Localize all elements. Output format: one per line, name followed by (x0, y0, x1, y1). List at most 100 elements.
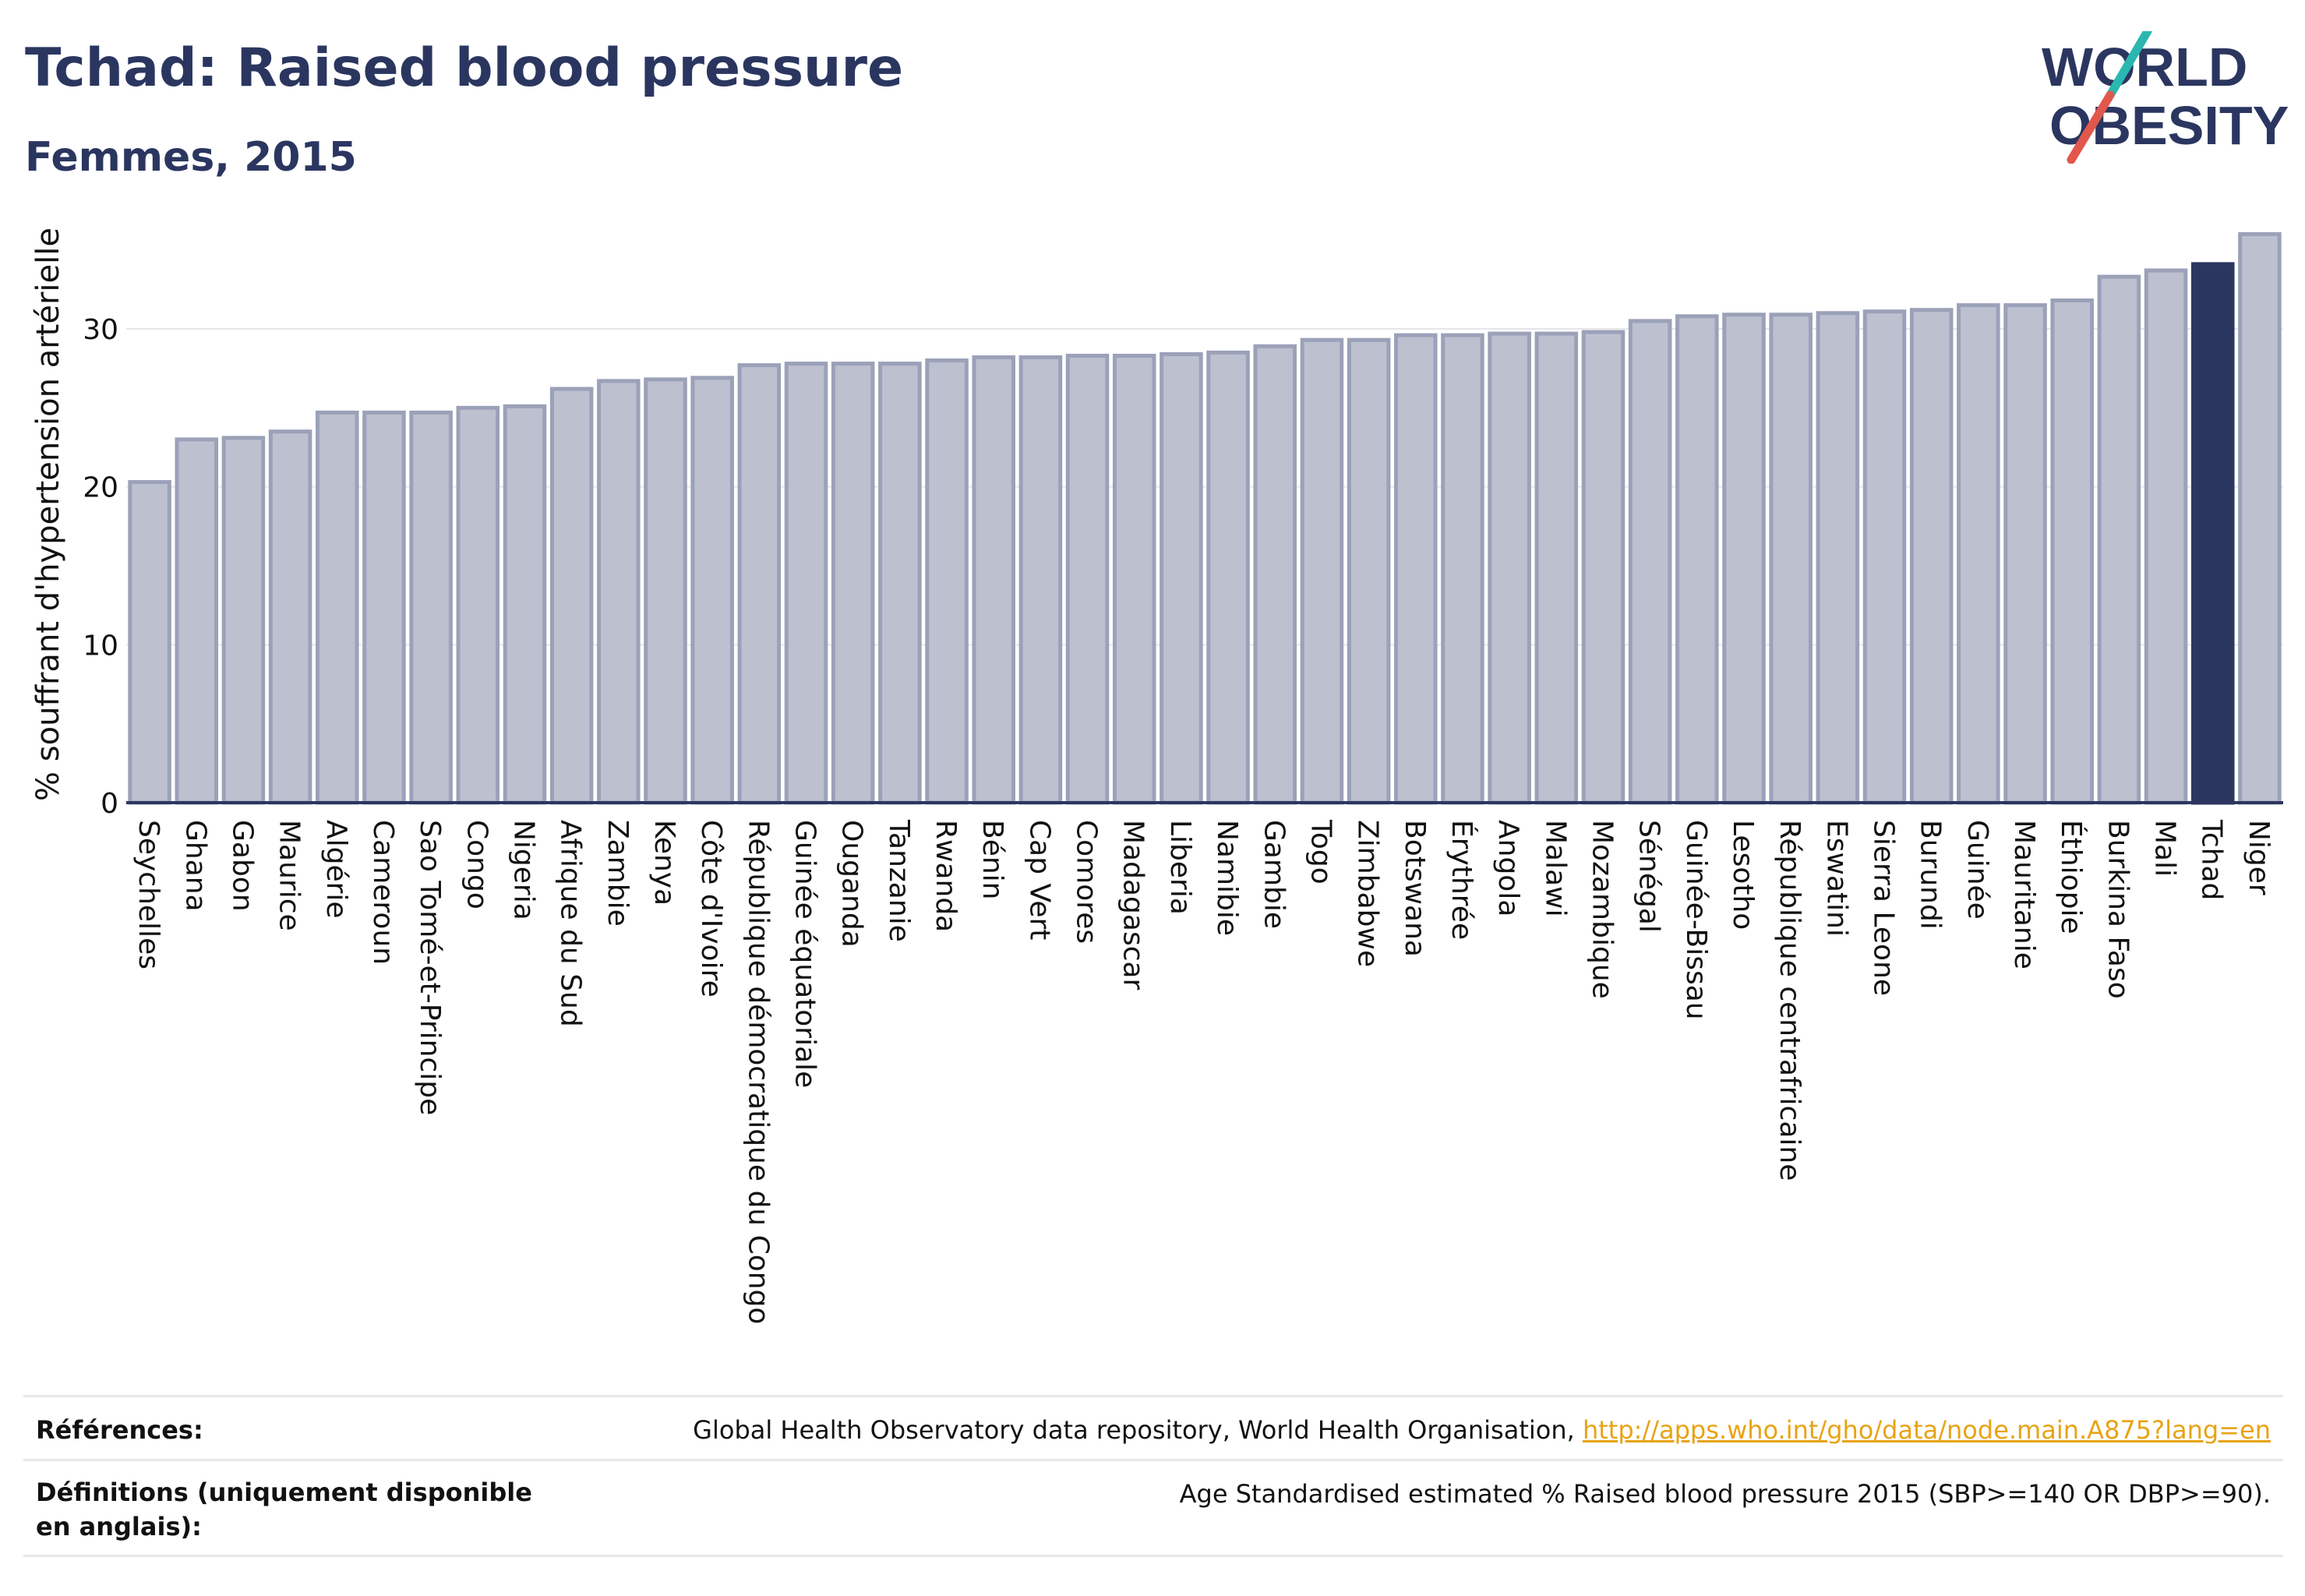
references-source: Global Health Observatory data repositor… (693, 1415, 1575, 1445)
bar-madagascar (1112, 353, 1156, 805)
bar--rythr-e (1441, 333, 1484, 805)
references-label: Références: (36, 1415, 203, 1445)
references-text: Global Health Observatory data repositor… (693, 1413, 2271, 1447)
x-tick-label: Ouganda (836, 820, 868, 948)
references-link[interactable]: http://apps.who.int/gho/data/node.main.A… (1582, 1415, 2271, 1445)
bar-burundi (1909, 308, 1954, 805)
bar-zimbabwe (1347, 337, 1391, 805)
bar-mozambique (1581, 330, 1626, 805)
x-tick-label: Cameroun (367, 820, 399, 965)
x-tick-label: Malawi (1539, 820, 1571, 917)
bar-maurice (268, 429, 312, 805)
bar--thiopie (2050, 298, 2094, 805)
bar-cap-vert (1018, 355, 1063, 805)
bar-mali (2144, 268, 2188, 805)
bar-congo (456, 405, 500, 805)
axis-layer: 0 10 20 30 (83, 314, 2283, 820)
bars-layer (128, 231, 2282, 805)
x-tick-label: Kenya (648, 820, 680, 906)
page-subtitle: Femmes, 2015 (25, 134, 357, 181)
x-tick-label: Mozambique (1586, 820, 1618, 999)
bar-gabon (221, 436, 266, 805)
x-tick-label: Gabon (226, 820, 258, 912)
bar-botswana (1394, 333, 1438, 805)
y-tick-label: 30 (83, 314, 118, 346)
definitions-label: Définitions (uniquement disponible en an… (36, 1478, 532, 1541)
bar-burkina-faso (2097, 274, 2141, 805)
bar-namibie (1206, 350, 1250, 805)
logo-slash-teal (2106, 31, 2152, 100)
bar-c-te-d-ivoire (690, 376, 734, 805)
bar-kenya (644, 377, 687, 805)
x-tick-label: République centrafricaine (1774, 820, 1806, 1181)
bar-tanzanie (878, 362, 922, 805)
x-tick-label: Algérie (320, 820, 352, 919)
bar-gambie (1253, 344, 1297, 805)
bar-guin-e (1957, 303, 2000, 805)
x-tick-label: Sierra Leone (1868, 820, 1900, 996)
x-tick-label: Guinée équatoriale (789, 820, 821, 1088)
y-tick-label: 0 (101, 788, 118, 820)
x-tick-label: Liberia (1164, 820, 1196, 915)
x-tick-label: Érythrée (1445, 820, 1478, 940)
bar-guin-e-bissau (1675, 314, 1719, 805)
x-tick-label: Ghana (179, 820, 211, 912)
x-tick-label: Maurice (274, 820, 305, 931)
x-tick-label: Cap Vert (1023, 820, 1055, 940)
x-tick-label: Zimbabwe (1352, 820, 1384, 967)
bar-rwanda (925, 358, 969, 805)
bar-guin-e-quatoriale (784, 362, 828, 805)
x-tick-label: Sénégal (1633, 820, 1665, 933)
x-tick-label: République démocratique du Congo (742, 820, 774, 1324)
x-tick-label: Togo (1304, 819, 1336, 885)
bar-cameroun (362, 410, 406, 805)
bar-chart: 0 10 20 30 Seychelles Ghana Gabon Maurice Algér… (30, 228, 2283, 1324)
x-tick-label: Gambie (1258, 820, 1290, 929)
x-tick-label: Comores (1071, 820, 1103, 944)
x-tick-label: Tanzanie (883, 819, 915, 942)
bar-afrique-du-sud (549, 387, 594, 805)
definitions-row: Définitions (uniquement disponible en an… (23, 1459, 2283, 1557)
x-tick-label: Sao Tomé-et-Principe (414, 820, 446, 1115)
x-tick-label: Tchad (2196, 819, 2228, 900)
bar-angola (1488, 331, 1531, 805)
definitions-text: Age Standardised estimated % Raised bloo… (1179, 1479, 2271, 1509)
bar-comores (1065, 353, 1110, 805)
x-tick-label: Lesotho (1727, 820, 1759, 930)
x-tick-label: Mali (2149, 820, 2181, 877)
page-title: Tchad: Raised blood pressure (25, 37, 904, 99)
bar-togo (1300, 337, 1344, 805)
bar-eswatini (1816, 311, 1860, 805)
bar-niger (2238, 231, 2282, 805)
x-tick-label: Rwanda (930, 820, 962, 932)
x-tick-label: Burundi (1915, 820, 1947, 930)
bar-sao-tom-et-principe (409, 410, 453, 805)
x-tick-label: Congo (461, 820, 492, 909)
bar-malawi (1534, 331, 1579, 805)
y-tick-label: 10 (83, 630, 118, 662)
bar-alg-rie (316, 410, 359, 805)
x-tick-label: Mauritanie (2008, 820, 2040, 969)
x-tick-label: Bénin (976, 820, 1008, 899)
x-tick-label: Guinée-Bissau (1680, 820, 1712, 1020)
x-tick-label: Guinée (1961, 820, 1993, 920)
x-tick-label: Côte d'Ivoire (695, 820, 727, 998)
x-tick-label: Zambie (602, 820, 634, 927)
bar-mauritanie (2003, 303, 2047, 805)
x-tick-label: Afrique du Sud (555, 820, 587, 1027)
x-tick-label: Éthiopie (2055, 820, 2088, 934)
bar-r-publique-d-mocratique-du-congo (737, 363, 782, 805)
bar-s-n-gal (1628, 319, 1672, 805)
x-tick-label: Eswatini (1820, 820, 1852, 937)
bar-b-nin (972, 355, 1015, 805)
x-tick-label: Nigeria (507, 820, 539, 920)
references-row: Références: Global Health Observatory da… (23, 1395, 2283, 1461)
x-tick-label: Angola (1492, 820, 1524, 916)
x-tick-label: Niger (2243, 820, 2275, 895)
y-tick-label: 20 (83, 472, 118, 504)
bar-seychelles (128, 480, 171, 805)
bar-sierra-leone (1862, 309, 1907, 805)
bar-r-publique-centrafricaine (1769, 312, 1813, 805)
bar-lesotho (1722, 312, 1766, 805)
x-tick-label: Namibie (1211, 820, 1243, 936)
